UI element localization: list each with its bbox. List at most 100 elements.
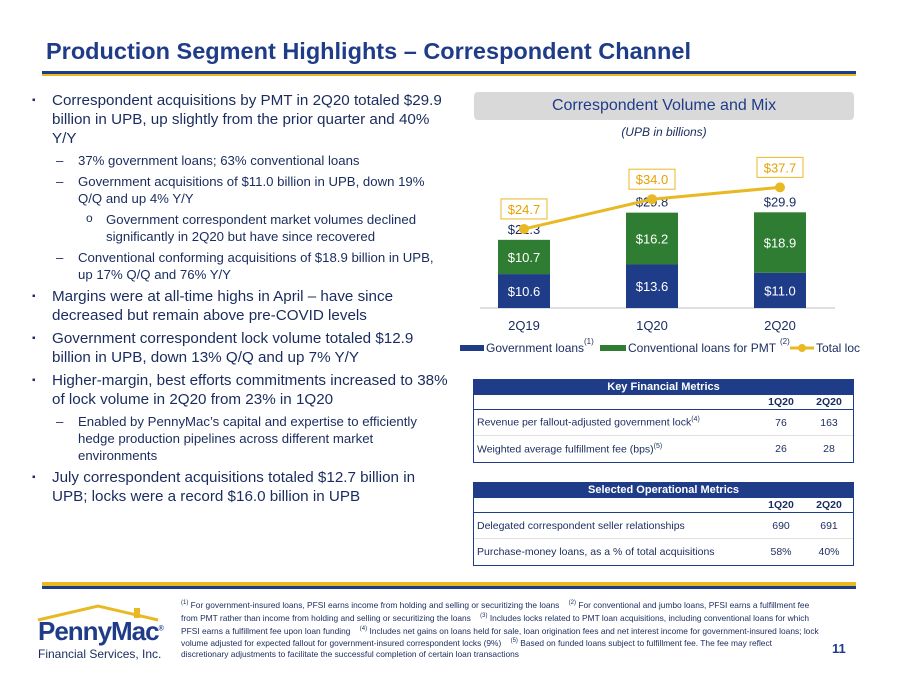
sub-bullet-item: – Government acquisitions of $11.0 billio…: [30, 173, 450, 207]
row-label: Revenue per fallout-adjusted government …: [474, 416, 757, 429]
sub-sub-bullet-text: Government correspondent market volumes …: [106, 212, 417, 244]
total-locks-label: $37.7: [764, 160, 797, 175]
footnotes: (1) For government-insured loans, PFSI e…: [181, 598, 821, 660]
legend-swatch-conventional: [600, 345, 626, 351]
total-locks-label-box: [756, 156, 804, 178]
column-header: 2Q20: [816, 499, 842, 511]
bar-label-government: $10.6: [508, 284, 541, 299]
bullet-item: ▪ Government correspondent lock volume to…: [30, 329, 450, 367]
total-locks-point: [775, 182, 785, 193]
bullet-marker: ▪: [32, 291, 36, 302]
circle-marker: o: [86, 211, 93, 225]
legend-footnote: (1): [584, 337, 594, 346]
bullet-item: ▪ Higher-margin, best efforts commitments…: [30, 371, 450, 409]
bullet-item: ▪ Correspondent acquisitions by PMT in 2Q…: [30, 91, 450, 148]
sub-sub-bullet-item: o Government correspondent market volumes…: [30, 211, 450, 245]
sub-bullet-text: Government acquisitions of $11.0 billion…: [78, 174, 425, 206]
bullet-item: ▪ July correspondent acquisitions totaled…: [30, 468, 450, 506]
table-row: Revenue per fallout-adjusted government …: [474, 410, 853, 436]
bullet-marker: ▪: [32, 472, 36, 483]
footnote-ref: (4): [691, 416, 700, 424]
legend-label-government: Government loans: [486, 341, 584, 355]
footnote-number: (5): [510, 638, 518, 645]
footnote-text: Includes net gains on loans held for sal…: [181, 625, 819, 649]
total-locks-label: $34.0: [636, 172, 669, 187]
table-row: Weighted average fulfillment fee (bps)(5…: [474, 436, 853, 462]
cell-value: 58%: [770, 546, 792, 558]
house-roof-icon: [37, 604, 159, 622]
bullet-list: ▪ Correspondent acquisitions by PMT in 2Q…: [30, 91, 450, 510]
title-divider-accent: [42, 74, 856, 76]
sub-bullet-text: Conventional conforming acquisitions of …: [78, 250, 434, 282]
table-column-headers: 1Q20 2Q20: [474, 498, 853, 513]
footnote-text: For government-insured loans, PFSI earns…: [190, 599, 560, 610]
bullet-marker: ▪: [32, 333, 36, 344]
bullet-item: ▪ Margins were at all-time highs in April…: [30, 287, 450, 325]
legend-label-total-locks: Total locks: [816, 341, 860, 355]
table-row: Delegated correspondent seller relations…: [474, 513, 853, 539]
bullet-text: Margins were at all-time highs in April …: [52, 288, 394, 324]
bar-label-conventional: $18.9: [764, 236, 797, 251]
bar-conventional: [498, 239, 550, 275]
bullet-text: Government correspondent lock volume tot…: [52, 330, 414, 366]
legend-label-conventional: Conventional loans for PMT: [628, 341, 777, 355]
bar-label-conventional: $16.2: [636, 232, 669, 247]
total-locks-label-box: [500, 198, 548, 220]
footer-divider: [42, 586, 856, 589]
x-tick-label: 2Q20: [764, 318, 796, 333]
logo-name: PennyMac: [38, 616, 160, 646]
bar-label-government: $11.0: [764, 283, 796, 298]
row-label: Purchase-money loans, as a % of total ac…: [477, 546, 715, 558]
footnote-text: Includes locks related to PMT loan acqui…: [181, 612, 810, 636]
bar-government: [498, 274, 550, 308]
sub-bullet-item: – Enabled by PennyMac’s capital and exper…: [30, 413, 450, 464]
table-row: Purchase-money loans, as a % of total ac…: [474, 539, 853, 565]
bullet-text: Correspondent acquisitions by PMT in 2Q2…: [52, 92, 442, 147]
page-title: Production Segment Highlights – Correspo…: [46, 38, 691, 64]
bullet-text: July correspondent acquisitions totaled …: [52, 469, 416, 505]
logo-tagline: Financial Services, Inc.: [38, 647, 162, 661]
cell-value: 40%: [818, 546, 840, 558]
dash-marker: –: [56, 250, 64, 265]
footnote-ref: (5): [653, 442, 663, 450]
total-locks-point: [647, 194, 657, 205]
footnote-number: (3): [480, 612, 488, 619]
sub-bullet-text: Enabled by PennyMac’s capital and expert…: [78, 414, 417, 463]
column-header: 1Q20: [768, 396, 794, 408]
legend-marker-total-locks: [798, 344, 806, 352]
total-locks-label: $24.7: [508, 202, 541, 217]
chart-header: Correspondent Volume and Mix: [474, 92, 854, 120]
footnote-text: For conventional and jumbo loans, PFSI e…: [181, 599, 810, 623]
bar-government: [754, 272, 806, 308]
cell-value: 691: [820, 519, 838, 532]
cell-value: 163: [820, 416, 838, 429]
table-title: Selected Operational Metrics: [474, 483, 853, 498]
legend-footnote: (2): [780, 337, 790, 346]
bar-government: [626, 264, 678, 308]
legend-swatch-government: [460, 345, 484, 351]
footnote-number: (1): [181, 600, 189, 606]
sub-bullet-item: –37% government loans; 63% conventional …: [30, 152, 450, 169]
page-number: 11: [832, 641, 846, 656]
x-tick-label: 2Q19: [508, 318, 540, 333]
row-label: Weighted average fulfillment fee (bps)(5…: [474, 443, 757, 456]
table-column-headers: 1Q20 2Q20: [474, 395, 853, 410]
dash-marker: –: [56, 153, 64, 168]
column-header: 1Q20: [768, 499, 794, 511]
bar-conventional: [626, 212, 678, 265]
cell-value: 26: [775, 443, 787, 455]
column-header: 2Q20: [816, 396, 842, 408]
row-label-text: Weighted average fulfillment fee (bps): [477, 443, 654, 456]
total-locks-point: [519, 223, 529, 234]
selected-operational-metrics-table: Selected Operational Metrics 1Q20 2Q20 D…: [473, 482, 854, 566]
dash-marker: –: [56, 414, 64, 429]
title-divider: [42, 71, 856, 74]
bar-label-government: $13.6: [636, 279, 669, 294]
cell-value: 690: [772, 519, 790, 532]
dash-marker: –: [56, 174, 64, 189]
key-financial-metrics-table: Key Financial Metrics 1Q20 2Q20 Revenue …: [473, 379, 854, 463]
cell-value: 76: [775, 416, 787, 429]
footnote-number: (4): [359, 625, 368, 632]
footer-divider-accent: [42, 582, 856, 586]
bar-conventional: [754, 212, 806, 273]
